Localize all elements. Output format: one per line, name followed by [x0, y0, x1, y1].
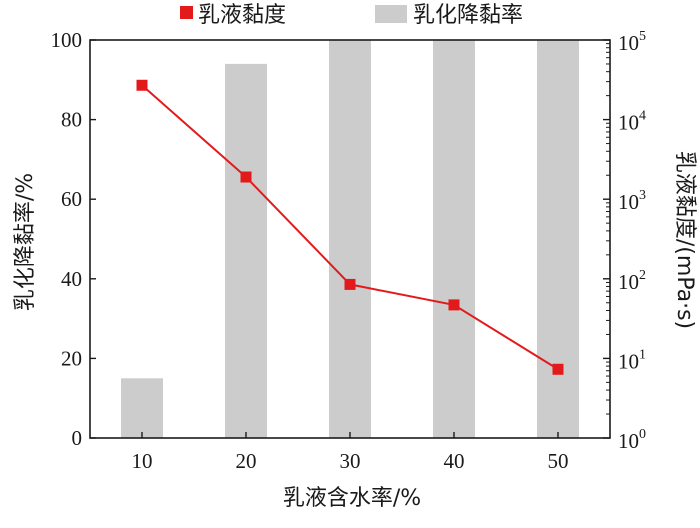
y-right-tick-label: 101: [618, 347, 646, 373]
legend-label-viscosity: 乳液黏度: [198, 3, 286, 28]
y-right-tick-exponent: 1: [639, 347, 646, 362]
legend-label-reduction-rate: 乳化降黏率: [413, 3, 523, 28]
x-axis-title: 乳液含水率/%: [283, 486, 421, 511]
bar-reduction-rate-10: [121, 378, 163, 438]
point-viscosity-40: [448, 299, 460, 311]
point-viscosity-50: [552, 363, 564, 375]
y-left-tick-label: 100: [51, 28, 83, 52]
y-right-axis-title: 乳液黏度/(mPa·s): [672, 151, 697, 329]
y-right-tick-exponent: 3: [639, 188, 646, 203]
bar-reduction-rate-40: [433, 40, 475, 438]
point-viscosity-10: [136, 79, 148, 91]
x-tick-label: 10: [132, 449, 153, 473]
point-viscosity-30: [344, 278, 356, 290]
legend: 乳液黏度 乳化降黏率: [180, 3, 523, 28]
x-tick-label: 20: [236, 449, 257, 473]
y-left-tick-label: 60: [61, 187, 82, 211]
bar-reduction-rate-50: [537, 40, 579, 438]
x-tick-label: 50: [548, 449, 569, 473]
y-left-tick-label: 40: [61, 267, 82, 291]
y-right-tick-exponent: 2: [639, 268, 646, 283]
y-right-tick-exponent: 4: [639, 109, 646, 124]
point-viscosity-20: [240, 171, 252, 183]
y-left-axis-title: 乳化降黏率/%: [13, 173, 38, 311]
bar-reduction-rate-20: [225, 63, 267, 438]
y-right-tick-label: 102: [618, 268, 646, 294]
x-tick-label: 30: [340, 449, 361, 473]
y-left-tick-label: 0: [72, 426, 83, 450]
bar-reduction-rate-30: [329, 40, 371, 438]
y-right-tick-label: 103: [618, 188, 646, 214]
y-right-tick-exponent: 0: [639, 427, 646, 442]
legend-marker-reduction-rate: [375, 5, 407, 23]
y-right-tick-label: 100: [618, 427, 646, 453]
y-right-tick-label: 104: [618, 109, 646, 135]
y-right-tick-exponent: 5: [639, 29, 646, 44]
plot-area: [121, 40, 579, 438]
y-right-tick-label: 105: [618, 29, 646, 55]
y-left-tick-label: 80: [61, 108, 82, 132]
y-left-tick-label: 20: [61, 346, 82, 370]
legend-marker-viscosity: [180, 6, 193, 19]
x-tick-label: 40: [444, 449, 465, 473]
